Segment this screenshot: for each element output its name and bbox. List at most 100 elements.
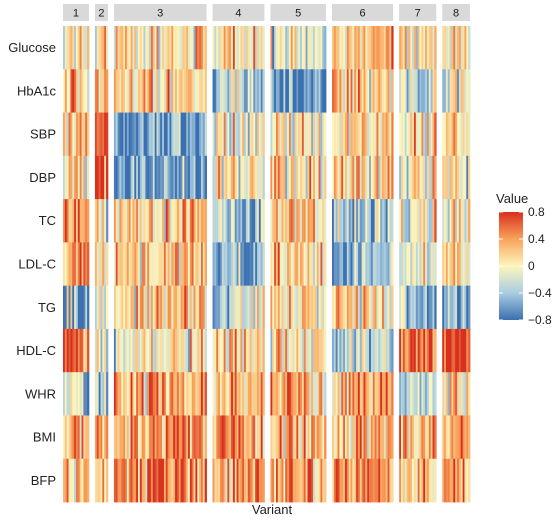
- cell-c3-Glucose: [152, 26, 156, 70]
- cell-c3-TG: [119, 285, 122, 330]
- cell-c1-BFP: [70, 458, 73, 503]
- cell-c6-HDL-C: [369, 328, 372, 373]
- cell-c1-Glucose: [79, 26, 82, 70]
- cell-c4-HDL-C: [216, 328, 219, 373]
- cell-c5-BMI: [316, 415, 319, 460]
- cell-c8-HDL-C: [460, 328, 463, 373]
- cell-c3-Glucose: [176, 26, 180, 70]
- cell-c3-BMI: [176, 415, 180, 460]
- cell-c3-TC: [126, 199, 130, 243]
- cell-c6-Glucose: [343, 26, 346, 70]
- cell-c4-HbA1c: [253, 69, 256, 113]
- cell-c1-WHR: [85, 372, 88, 416]
- cell-c8-TG: [447, 285, 451, 330]
- cell-c3-Glucose: [171, 26, 174, 70]
- cell-c3-WHR: [167, 372, 170, 416]
- cell-c5-BFP: [318, 458, 321, 503]
- cell-c6-SBP: [337, 112, 340, 157]
- cell-c5-LDL-C: [274, 242, 277, 287]
- cell-c5-BFP: [322, 458, 325, 503]
- cell-c1-Glucose: [70, 26, 73, 70]
- cell-c1-TG: [75, 285, 79, 330]
- cell-c5-HDL-C: [305, 328, 308, 373]
- cell-c6-HbA1c: [346, 69, 350, 113]
- cell-c7-LDL-C: [410, 242, 413, 287]
- cell-c8-Glucose: [457, 26, 460, 70]
- cell-c1-TC: [68, 199, 71, 243]
- cell-c4-WHR: [240, 372, 243, 416]
- cell-c4-DBP: [229, 155, 232, 200]
- cell-c3-HDL-C: [113, 328, 117, 373]
- cell-c3-BFP: [195, 458, 198, 503]
- cell-c3-HDL-C: [115, 328, 119, 373]
- cell-c3-TG: [152, 285, 156, 330]
- cell-c3-DBP: [184, 155, 187, 200]
- cell-c6-Glucose: [339, 26, 342, 70]
- cell-c7-BMI: [402, 415, 406, 460]
- cell-c7-BMI: [401, 415, 404, 460]
- cell-c1-WHR: [63, 372, 66, 416]
- cell-c4-HbA1c: [244, 69, 247, 113]
- cell-c3-Glucose: [150, 26, 154, 70]
- cell-c5-TG: [292, 285, 295, 330]
- cell-c3-DBP: [141, 155, 144, 200]
- cell-c3-HDL-C: [178, 328, 182, 373]
- cell-c3-TC: [132, 199, 135, 243]
- cell-c6-HbA1c: [343, 69, 346, 113]
- cell-c3-TC: [125, 199, 128, 243]
- cell-c7-BMI: [417, 415, 420, 460]
- cell-c4-TC: [255, 199, 258, 243]
- trait-label-whr: WHR: [25, 386, 56, 401]
- cell-c3-WHR: [143, 372, 146, 416]
- cell-c5-TG: [298, 285, 301, 330]
- cell-c4-DBP: [262, 155, 265, 200]
- cell-c7-TG: [425, 285, 428, 330]
- trait-label-tg: TG: [38, 300, 56, 315]
- cell-c4-DBP: [234, 155, 238, 200]
- cell-c6-BFP: [359, 458, 363, 503]
- cell-c2-BFP: [98, 458, 101, 503]
- cell-c7-TG: [430, 285, 433, 330]
- cell-c6-DBP: [352, 155, 355, 200]
- cell-c8-HDL-C: [455, 328, 458, 373]
- cell-c3-SBP: [119, 112, 122, 157]
- cell-c3-TC: [130, 199, 133, 243]
- cell-c5-Glucose: [274, 26, 277, 70]
- cell-c6-DBP: [372, 155, 376, 200]
- cell-c6-BFP: [348, 458, 351, 503]
- cell-c5-BFP: [281, 458, 284, 503]
- cell-c6-HDL-C: [339, 328, 342, 373]
- cell-c7-LDL-C: [432, 242, 435, 287]
- cell-c3-TC: [149, 199, 152, 243]
- cell-c6-BMI: [369, 415, 372, 460]
- cell-c6-SBP: [380, 112, 383, 157]
- cell-c4-TC: [240, 199, 243, 243]
- cell-c6-SBP: [339, 112, 342, 157]
- cell-c4-Glucose: [232, 26, 236, 70]
- cell-c1-LDL-C: [68, 242, 71, 287]
- cell-c5-HbA1c: [322, 69, 325, 113]
- cell-c6-BMI: [337, 415, 340, 460]
- cell-c5-Glucose: [305, 26, 308, 70]
- cell-c3-BFP: [199, 458, 202, 503]
- cell-c3-Glucose: [202, 26, 206, 70]
- cell-c3-BFP: [141, 458, 144, 503]
- cell-c6-WHR: [343, 372, 346, 416]
- cell-c4-SBP: [218, 112, 221, 157]
- cell-c6-Glucose: [354, 26, 357, 70]
- cell-c3-BMI: [128, 415, 131, 460]
- cell-c8-Glucose: [449, 26, 452, 70]
- cell-c1-WHR: [87, 372, 90, 416]
- cell-c8-WHR: [455, 372, 458, 416]
- cell-c6-TG: [365, 285, 368, 330]
- cell-c6-DBP: [333, 155, 337, 200]
- cell-c6-HbA1c: [370, 69, 374, 113]
- cell-c4-DBP: [223, 155, 226, 200]
- cell-c7-Glucose: [428, 26, 432, 70]
- cell-c4-WHR: [223, 372, 226, 416]
- cell-c3-Glucose: [193, 26, 196, 70]
- cell-c6-BMI: [335, 415, 338, 460]
- cell-c6-TC: [370, 199, 374, 243]
- cell-c5-BMI: [301, 415, 305, 460]
- cell-c6-WHR: [367, 372, 370, 416]
